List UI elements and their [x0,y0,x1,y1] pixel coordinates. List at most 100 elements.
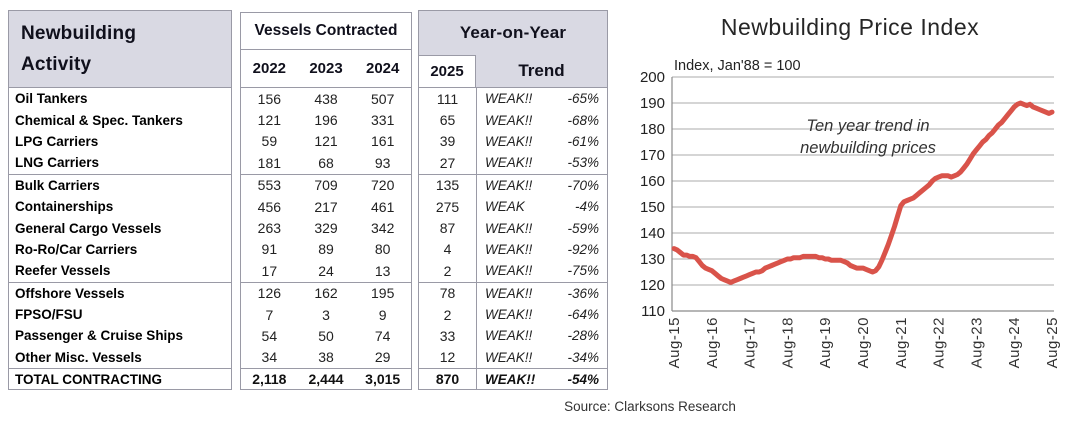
table-row-label: Chemical & Spec. Tankers [9,109,231,130]
table-row-values: 172413 [241,260,411,282]
value-2023: 50 [298,328,355,344]
x-axis-tick-label: Aug-16 [704,317,721,368]
value-2024: 80 [354,241,411,257]
total-trend-label: WEAK!! [485,372,535,387]
y-axis-tick-label: 140 [640,225,665,242]
trend-label: WEAK!! [485,221,532,236]
value-2024: 29 [354,349,411,365]
y-axis-tick-label: 160 [640,173,665,190]
trend-cell: WEAK!!-92% [477,242,607,257]
table-row-label: General Cargo Vessels [9,217,231,238]
col-header-2024: 2024 [354,60,411,77]
value-2024: 342 [354,220,411,236]
trend-pct: -36% [567,286,599,301]
vessel-type-column: Oil TankersChemical & Spec. TankersLPG C… [8,88,232,368]
table-row-values: 739 [241,304,411,325]
yoy-subheaders: 2025 Trend [418,55,608,88]
chart-subtitle: Index, Jan'88 = 100 [674,58,801,74]
trend-label: WEAK!! [485,350,532,365]
header-title-line2: Activity [21,49,231,80]
total-2024: 3,015 [354,371,411,387]
value-2025: 2 [419,260,477,281]
trend-label: WEAK!! [485,307,532,322]
vessels-contracted-header: Vessels Contracted [240,12,412,50]
value-2024: 161 [354,133,411,149]
total-2025: 870 [419,369,477,389]
trend-pct: -28% [567,328,599,343]
newbuilding-activity-header: Newbuilding Activity [8,10,232,88]
trend-pct: -68% [567,113,599,128]
x-axis-tick-label: Aug-24 [1006,317,1023,368]
value-2022: 59 [241,133,298,149]
value-2022: 126 [241,285,298,301]
header-title-line1: Newbuilding [21,18,231,49]
x-axis-tick-label: Aug-20 [855,317,872,368]
col-header-2025: 2025 [419,55,476,87]
y-axis-tick-label: 180 [640,121,665,138]
trend-cell: WEAK!! -64% [477,307,607,322]
x-axis-tick-label: Aug-22 [931,317,948,368]
table-row-yoy: 78WEAK!!-36% [419,283,607,304]
trend-label: WEAK!! [485,113,532,128]
trend-label: WEAK!! [485,178,532,193]
total-trend-pct: -54% [567,372,599,387]
total-trend-cell: WEAK!! -54% [477,372,607,387]
y-axis-tick-label: 130 [640,251,665,268]
trend-cell: WEAK!!-65% [477,91,607,106]
table-row-yoy: 12WEAK!!-34% [419,347,607,368]
value-2024: 461 [354,199,411,215]
trend-cell: WEAK!!-36% [477,286,607,301]
table-row-label: Containerships [9,196,231,217]
trend-cell: WEAK!! -53% [477,155,607,170]
value-2025: 27 [419,152,477,173]
value-2023: 89 [298,241,355,257]
value-2024: 331 [354,112,411,128]
value-2025: 33 [419,325,477,346]
value-2024: 93 [354,155,411,171]
value-2025: 275 [419,196,477,217]
x-axis-tick-label: Aug-17 [742,317,759,368]
table-row-yoy: 33 WEAK!! -28% [419,325,607,346]
value-2022: 121 [241,112,298,128]
year-on-year-header: Year-on-Year [418,10,608,55]
trend-cell: WEAK!! -68% [477,113,607,128]
value-2023: 438 [298,91,355,107]
table-row-label: Oil Tankers [9,88,231,109]
trend-label: WEAK!! [485,328,532,343]
value-2024: 9 [354,307,411,323]
table-row-label: Ro-Ro/Car Carriers [9,239,231,260]
table-row-label: Other Misc. Vessels [9,347,231,368]
table-row-yoy: 65 WEAK!! -68% [419,109,607,130]
trend-cell: WEAK!!-75% [477,263,607,278]
table-row-label: Passenger & Cruise Ships [9,325,231,346]
report-page: Newbuilding Activity Oil TankersChemical… [0,0,1080,422]
value-2022: 54 [241,328,298,344]
value-2023: 329 [298,220,355,236]
year-column-headers: 2022 2023 2024 [240,50,412,88]
trend-pct: -65% [567,91,599,106]
value-2025: 2 [419,304,477,325]
table-row-yoy: 4WEAK!!-92% [419,239,607,260]
table-row-yoy: 135WEAK!!-70% [419,175,607,196]
trend-pct: -61% [567,134,599,149]
trend-cell: WEAK!!-34% [477,350,607,365]
trend-pct: -53% [567,155,599,170]
value-2025: 78 [419,283,477,304]
col-header-2023: 2023 [298,60,355,77]
y-axis-tick-label: 190 [640,95,665,112]
chart-annotation-line1: Ten year trend in [806,117,929,135]
trend-pct: -64% [567,307,599,322]
value-2023: 38 [298,349,355,365]
value-2025: 65 [419,109,477,130]
value-2025: 135 [419,175,477,196]
trend-label: WEAK!! [485,155,532,170]
table-row-values: 263329342 [241,217,411,238]
value-2022: 7 [241,307,298,323]
table-row-values: 553709720 [241,175,411,196]
trend-column-header: Trend [476,55,607,87]
col-header-2022: 2022 [241,60,298,77]
total-2022: 2,118 [241,371,298,387]
x-axis-tick-label: Aug-19 [817,317,834,368]
trend-pct: -92% [567,242,599,257]
value-2022: 553 [241,177,298,193]
